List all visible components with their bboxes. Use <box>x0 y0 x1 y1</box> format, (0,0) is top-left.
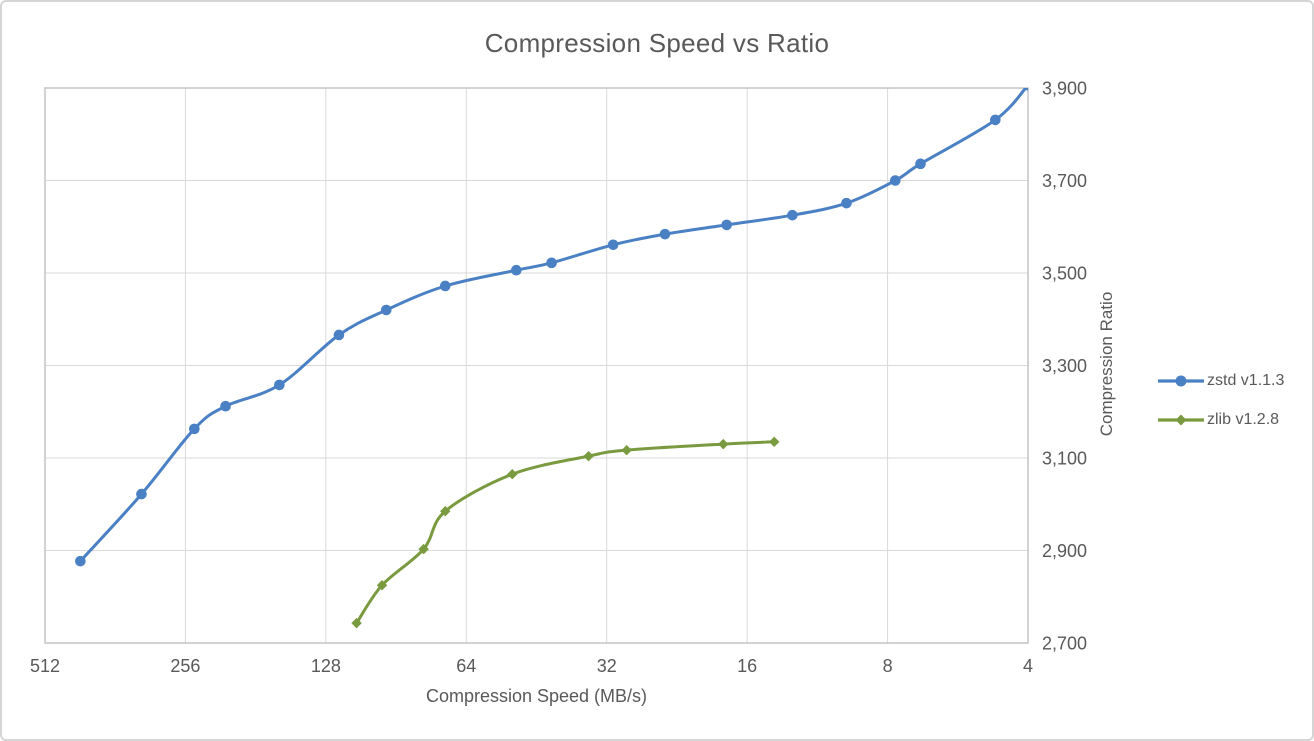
legend-circle-marker-icon <box>1158 375 1204 387</box>
data-point-marker-diamond <box>621 444 632 456</box>
data-point-marker-circle <box>890 175 901 186</box>
y-tick-label: 2,900 <box>1042 541 1087 561</box>
y-axis-title: Compression Ratio <box>1097 291 1116 437</box>
y-tick-label: 2,700 <box>1042 634 1087 654</box>
data-point-marker-circle <box>136 488 147 500</box>
data-point-marker-circle <box>439 280 451 292</box>
x-tick-label: 128 <box>311 656 341 676</box>
data-point-marker-circle <box>75 555 86 567</box>
data-point-marker-circle <box>510 264 522 276</box>
data-point-marker-circle <box>333 329 345 341</box>
x-tick-label: 16 <box>737 656 757 676</box>
y-tick-label: 3,500 <box>1042 264 1087 284</box>
legend-label: zstd v1.1.3 <box>1207 372 1285 389</box>
data-point-marker-circle <box>787 209 798 221</box>
data-point-marker-circle <box>721 219 732 231</box>
x-tick-label: 64 <box>456 656 476 676</box>
gridlines <box>44 87 1029 644</box>
data-point-marker-circle <box>841 197 852 209</box>
x-tick-label: 32 <box>597 656 617 676</box>
legend-diamond-marker-icon <box>1158 414 1204 426</box>
data-point-marker-circle <box>990 114 1001 126</box>
legend-item-zstd: zstd v1.1.3 <box>1158 370 1284 392</box>
y-tick-label: 3,700 <box>1042 171 1087 191</box>
data-point-marker-diamond <box>718 438 729 450</box>
data-point-marker-circle <box>189 423 200 435</box>
data-point-marker-circle <box>274 379 285 391</box>
x-tick-label: 8 <box>883 656 893 676</box>
legend-item-zlib: zlib v1.2.8 <box>1158 409 1284 431</box>
y-tick-label: 3,900 <box>1042 79 1087 99</box>
data-point-marker-circle <box>659 228 671 240</box>
y-tick-label: 3,300 <box>1042 356 1087 376</box>
series-group <box>75 88 1028 629</box>
data-point-marker-diamond <box>507 468 518 480</box>
series-line-zstd <box>78 88 1028 563</box>
data-point-marker-diamond <box>376 579 388 591</box>
data-point-marker-circle <box>380 304 392 316</box>
y-axis-tick-labels: 2,700 2,900 3,100 3,300 3,500 3,700 3,900 <box>1042 79 1087 654</box>
data-point-marker-diamond <box>768 436 780 448</box>
data-point-marker-circle <box>915 158 926 170</box>
data-point-marker-circle <box>607 239 619 251</box>
x-tick-label: 512 <box>30 656 60 676</box>
x-axis-title: Compression Speed (MB/s) <box>425 686 648 706</box>
data-point-marker-diamond <box>351 617 362 629</box>
data-point-marker-diamond <box>440 505 451 517</box>
plot-border <box>44 87 1029 644</box>
series-line-zlib <box>355 440 776 625</box>
data-point-marker-circle <box>546 257 557 269</box>
data-point-marker-diamond <box>418 543 429 555</box>
y-tick-label: 3,100 <box>1042 449 1087 469</box>
data-point-marker-diamond <box>583 450 594 462</box>
legend: zstd v1.1.3 zlib v1.2.8 <box>1158 370 1284 431</box>
x-tick-label: 256 <box>170 656 200 676</box>
legend-label: zlib v1.2.8 <box>1207 411 1280 428</box>
data-point-marker-circle <box>1023 88 1028 91</box>
data-point-marker-circle <box>220 400 231 412</box>
x-axis-tick-labels: 512 256 128 64 32 16 8 4 <box>30 656 1033 676</box>
x-tick-label: 4 <box>1023 656 1033 676</box>
